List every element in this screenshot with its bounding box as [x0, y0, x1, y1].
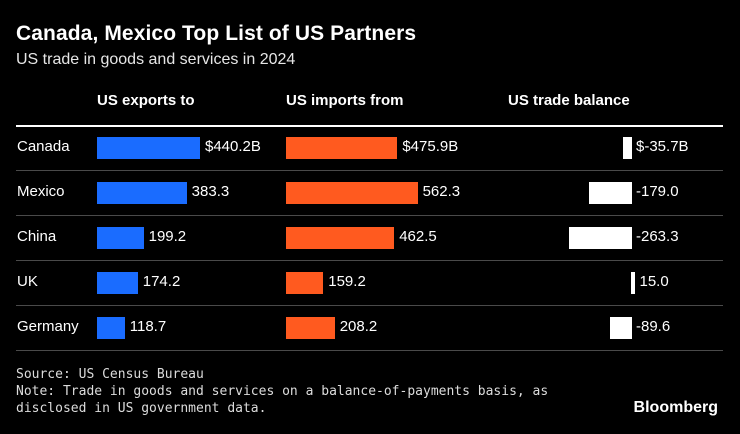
balance-bar: [631, 272, 635, 294]
chart-title: Canada, Mexico Top List of US Partners: [16, 22, 417, 45]
imports-bar: [286, 137, 398, 159]
imports-bar: [286, 227, 395, 249]
imports-bar: [286, 272, 324, 294]
balance-value: -179.0: [636, 183, 679, 200]
row-label: UK: [17, 273, 38, 290]
source-text: Source: US Census Bureau: [16, 367, 204, 382]
exports-bar: [97, 272, 138, 294]
row-divider: [16, 215, 723, 216]
balance-value: $-35.7B: [636, 138, 689, 155]
exports-bar: [97, 227, 144, 249]
row-label: Mexico: [17, 183, 65, 200]
exports-value: 383.3: [191, 183, 230, 200]
row-label: Germany: [17, 318, 79, 335]
imports-value: 208.2: [339, 318, 378, 335]
note-line-1: Note: Trade in goods and services on a b…: [16, 384, 549, 399]
row-divider: [16, 305, 723, 306]
balance-zero-tick: [631, 137, 632, 159]
imports-value: $475.9B: [402, 138, 459, 155]
imports-value: 462.5: [399, 228, 437, 245]
balance-value: 15.0: [639, 273, 669, 290]
balance-bar: [589, 182, 631, 204]
balance-zero-tick: [631, 272, 632, 294]
imports-value: 159.2: [328, 273, 366, 290]
imports-bar: [286, 182, 418, 204]
imports-bar: [286, 317, 335, 339]
balance-zero-tick: [631, 182, 632, 204]
row-divider: [16, 170, 723, 171]
bloomberg-logo: Bloomberg: [633, 399, 718, 416]
imports-value: 562.3: [422, 183, 461, 200]
exports-value: 199.2: [148, 228, 187, 245]
row-label: China: [17, 228, 57, 245]
note-line-2: disclosed in US government data.: [16, 401, 267, 416]
chart-subtitle: US trade in goods and services in 2024: [16, 51, 296, 68]
balance-zero-tick: [631, 317, 632, 339]
exports-value: $440.2B: [205, 138, 261, 155]
exports-value: 118.7: [129, 318, 167, 335]
column-header-balance: US trade balance: [508, 92, 630, 109]
balance-bar: [622, 137, 631, 159]
balance-zero-tick: [631, 227, 632, 249]
column-header-exports: US exports to: [97, 92, 195, 109]
balance-bar: [569, 227, 631, 249]
exports-value: 174.2: [142, 273, 181, 290]
balance-value: -263.3: [636, 228, 679, 245]
column-header-imports: US imports from: [286, 92, 404, 109]
balance-bar: [610, 317, 631, 339]
row-divider: [16, 350, 723, 351]
row-label: Canada: [17, 138, 70, 155]
exports-bar: [97, 317, 125, 339]
header-rule: [16, 125, 723, 127]
balance-value: -89.6: [636, 318, 671, 335]
exports-bar: [97, 137, 200, 159]
exports-bar: [97, 182, 187, 204]
source-notes: Source: US Census Bureau Note: Trade in …: [16, 366, 548, 417]
row-divider: [16, 260, 723, 261]
